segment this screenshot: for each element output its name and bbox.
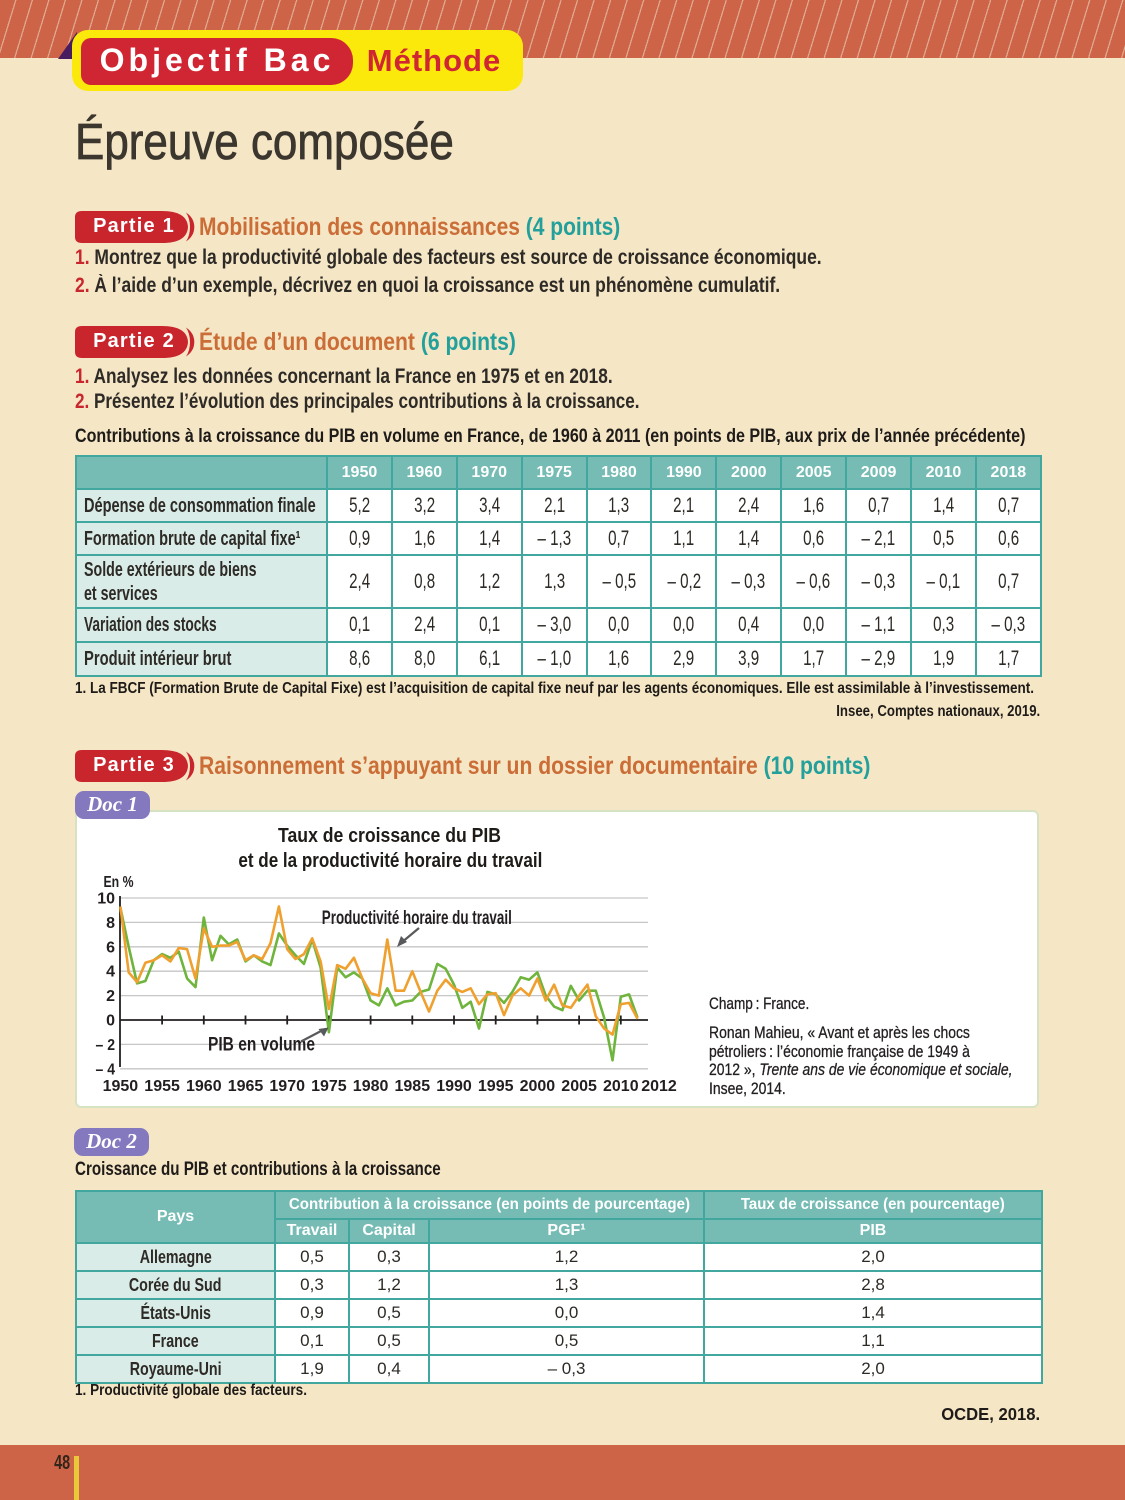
svg-text:4: 4 [106,964,115,981]
svg-text:10: 10 [97,891,115,908]
svg-text:1990: 1990 [436,1078,472,1095]
svg-text:En %: En % [104,874,134,891]
svg-text:1995: 1995 [478,1078,514,1095]
svg-text:1970: 1970 [269,1078,305,1095]
svg-text:6: 6 [106,939,115,956]
svg-text:2: 2 [106,988,115,1005]
svg-text:1950: 1950 [103,1078,139,1095]
svg-text:1955: 1955 [144,1078,180,1095]
svg-text:2010: 2010 [603,1078,639,1095]
svg-text:1960: 1960 [186,1078,222,1095]
svg-text:0: 0 [106,1013,115,1030]
svg-text:1965: 1965 [228,1078,264,1095]
svg-text:2000: 2000 [520,1078,556,1095]
svg-text:– 2: – 2 [96,1037,116,1054]
svg-text:2005: 2005 [561,1078,597,1095]
svg-text:1985: 1985 [395,1078,431,1095]
svg-text:– 4: – 4 [96,1061,116,1078]
svg-text:2012: 2012 [641,1078,677,1095]
svg-text:1975: 1975 [311,1078,347,1095]
svg-text:PIB en volume: PIB en volume [208,1035,315,1056]
svg-text:1980: 1980 [353,1078,389,1095]
svg-text:8: 8 [106,915,115,932]
svg-text:Productivité horaire du travai: Productivité horaire du travail [322,908,512,929]
